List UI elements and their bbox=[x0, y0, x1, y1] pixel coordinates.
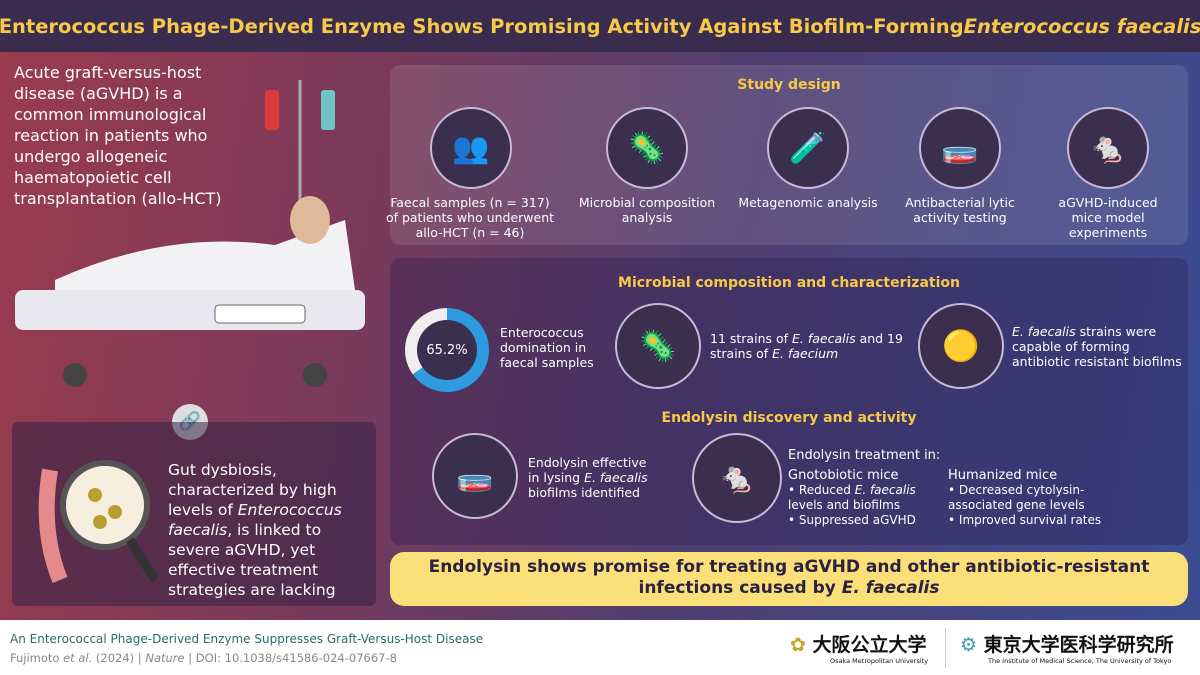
results-panel: Microbial composition and characterizati… bbox=[390, 258, 1188, 545]
page-title: Enterococcus Phage-Derived Enzyme Shows … bbox=[0, 0, 1200, 52]
step-lytic-testing: Antibacterial lytic activity testing bbox=[905, 195, 1015, 225]
treatment-heading: Endolysin treatment in: bbox=[788, 448, 941, 463]
study-design-panel: Study design 👥 🦠 🧪 🧫 🐁 Faecal samples (n… bbox=[386, 65, 1188, 245]
intro-text: Acute graft-versus-host disease (aGVHD) … bbox=[14, 63, 222, 208]
step-metagenomic: Metagenomic analysis bbox=[738, 195, 878, 210]
step-faecal-samples: Faecal samples (n = 317) of patients who… bbox=[385, 195, 555, 240]
mouse-icon: 🐁 bbox=[692, 433, 782, 523]
divider bbox=[945, 628, 946, 668]
step-mice-model: aGVHD-induced mice model experiments bbox=[1058, 195, 1158, 240]
biofilm-text: E. faecalis strains were capable of form… bbox=[1012, 324, 1182, 369]
conclusion-banner: Endolysin shows promise for treating aGV… bbox=[390, 552, 1188, 606]
strains-text: 11 strains of E. faecalis and 19 strains… bbox=[710, 331, 903, 361]
people-icon: 👥 bbox=[430, 107, 512, 189]
donut-percent: 65.2% bbox=[417, 320, 477, 380]
footer: An Enterococcal Phage-Derived Enzyme Sup… bbox=[0, 620, 1200, 675]
biofilm-icon: 🟡 bbox=[918, 303, 1004, 389]
endolysin-title: Endolysin discovery and activity bbox=[661, 410, 917, 426]
lysing-text: Endolysin effective in lysing E. faecali… bbox=[528, 455, 648, 500]
hospital-bed-illustration bbox=[15, 80, 375, 390]
bacteria-strains-icon: 🦠 bbox=[615, 303, 701, 389]
study-design-title: Study design bbox=[737, 77, 841, 93]
omu-logo: ✿ 大阪公立大学 Osaka Metropolitan University bbox=[790, 634, 929, 665]
gut-dysbiosis-text: Gut dysbiosis, characterized by high lev… bbox=[168, 461, 342, 599]
intestine-magnifier-icon bbox=[30, 440, 160, 590]
petri-dish-icon: 🧫 bbox=[919, 107, 1001, 189]
title-text: Enterococcus Phage-Derived Enzyme Shows … bbox=[0, 14, 964, 38]
petri-dish-icon: 🧫 bbox=[432, 433, 518, 519]
microbes-icon: 🦠 bbox=[606, 107, 688, 189]
enterococcus-domination: Enterococcus domination in faecal sample… bbox=[500, 325, 594, 370]
donut-chart: 65.2% bbox=[405, 308, 489, 392]
gnotobiotic-list: Gnotobiotic mice Reduced E. faecalis lev… bbox=[788, 468, 948, 528]
test-tube-icon: 🧪 bbox=[767, 107, 849, 189]
microbial-title: Microbial composition and characterizati… bbox=[618, 275, 960, 291]
humanized-list: Humanized mice Decreased cytolysin-assoc… bbox=[948, 468, 1138, 528]
paper-title: An Enterococcal Phage-Derived Enzyme Sup… bbox=[10, 632, 484, 646]
citation: Fujimoto et al. (2024) | Nature | DOI: 1… bbox=[10, 651, 397, 665]
step-microbial-analysis: Microbial composition analysis bbox=[578, 195, 716, 225]
title-italic: Enterococcus faecalis bbox=[963, 14, 1200, 38]
infographic: Enterococcus Phage-Derived Enzyme Shows … bbox=[0, 0, 1200, 620]
mouse-icon: 🐁 bbox=[1067, 107, 1149, 189]
ims-logo: ⚙ 東京大学医科学研究所 The Institute of Medical Sci… bbox=[960, 634, 1174, 665]
